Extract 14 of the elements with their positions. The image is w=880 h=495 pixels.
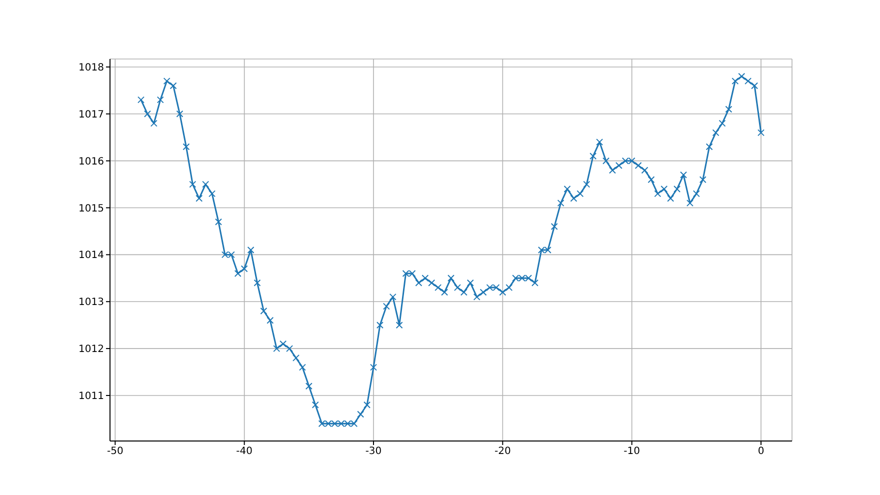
y-tick-label: 1013 [78, 297, 104, 308]
x-tick-label: -50 [106, 446, 124, 458]
y-tick-label: 1016 [78, 156, 104, 168]
y-tick-label: 1015 [78, 203, 104, 214]
x-tick-label: -30 [365, 446, 382, 458]
x-tick-label: -10 [624, 446, 640, 458]
x-tick-label: 0 [758, 446, 764, 458]
y-tick-label: 1018 [78, 62, 104, 74]
y-tick-label: 1014 [78, 250, 104, 262]
x-tick-label: -40 [236, 446, 253, 458]
y-tick-label: 1011 [78, 391, 104, 402]
y-tick-label: 1012 [78, 344, 104, 356]
x-tick-label: -20 [494, 446, 511, 458]
y-tick-label: 1017 [78, 109, 104, 120]
